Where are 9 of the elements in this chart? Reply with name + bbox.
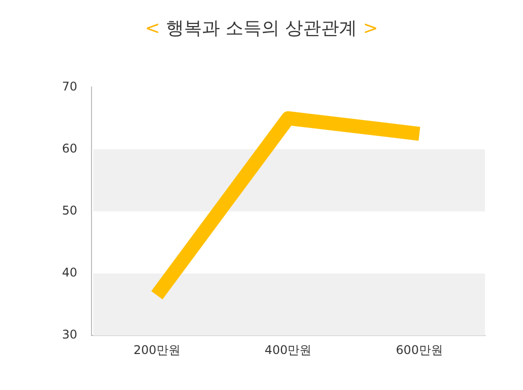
y-tick-label: 50: [62, 204, 78, 218]
x-tick-label: 200만원: [133, 342, 180, 357]
y-tick-label: 60: [62, 141, 78, 156]
x-tick-label: 400만원: [264, 342, 312, 357]
y-tick-label: 40: [62, 266, 78, 280]
y-tick-label: 30: [62, 328, 78, 342]
y-tick-label: 70: [62, 79, 78, 94]
x-tick-label: 600만원: [396, 342, 443, 357]
chart-title: < 행복과 소득의 상관관계 >: [144, 17, 380, 41]
